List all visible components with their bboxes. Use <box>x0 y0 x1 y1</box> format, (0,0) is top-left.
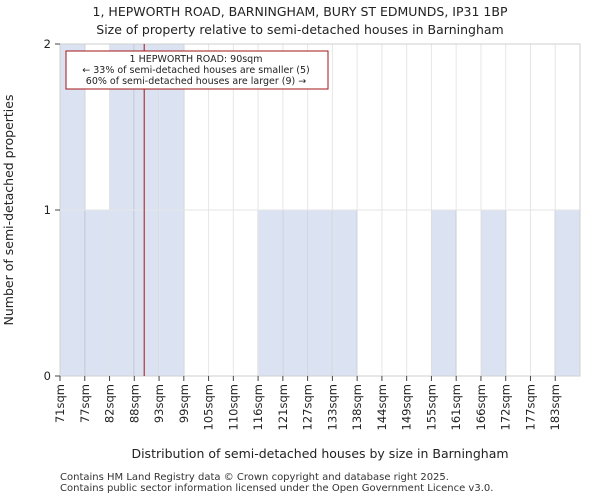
annotation-line-3: 60% of semi-detached houses are larger (… <box>86 76 306 87</box>
bar-116sqm <box>257 209 284 377</box>
x-tick-label: 183sqm <box>548 384 562 430</box>
x-tick-label: 71sqm <box>53 384 67 423</box>
x-tick-label: 99sqm <box>177 384 191 423</box>
y-tick-label: 1 <box>44 203 51 217</box>
x-tick-label: 121sqm <box>276 384 290 430</box>
x-tick-label: 82sqm <box>103 384 117 423</box>
x-tick-label: 127sqm <box>301 384 315 430</box>
x-tick-label: 133sqm <box>325 384 339 430</box>
bar-155sqm <box>431 209 457 377</box>
annotation-box: 1 HEPWORTH ROAD: 90sqm ← 33% of semi-det… <box>65 50 329 90</box>
x-tick-label: 166sqm <box>474 384 488 430</box>
x-tick-label: 116sqm <box>251 384 265 430</box>
footer-line-1: Contains HM Land Registry data © Crown c… <box>60 472 449 483</box>
x-tick-label: 155sqm <box>424 384 438 430</box>
x-tick-label: 77sqm <box>78 384 92 423</box>
annotation-line-2: ← 33% of semi-detached houses are smalle… <box>82 65 310 76</box>
chart-title-line-1: 1, HEPWORTH ROAD, BARNINGHAM, BURY ST ED… <box>92 4 508 19</box>
annotation-frame <box>65 50 329 90</box>
chart-title: 1, HEPWORTH ROAD, BARNINGHAM, BURY ST ED… <box>0 3 600 39</box>
y-axis-label: Number of semi-detached properties <box>1 95 16 326</box>
y-tick-label: 0 <box>44 369 51 383</box>
x-tick-label: 105sqm <box>202 384 216 430</box>
x-tick-label: 177sqm <box>523 384 537 430</box>
x-tick-label: 161sqm <box>449 384 463 430</box>
footer-line-2: Contains public sector information licen… <box>60 483 494 494</box>
x-tick-label: 110sqm <box>226 384 240 430</box>
bar-133sqm <box>331 209 358 377</box>
bar-127sqm <box>307 209 333 377</box>
annotation-line-1: 1 HEPWORTH ROAD: 90sqm <box>130 54 263 65</box>
x-tick-label: 88sqm <box>127 384 141 423</box>
x-tick-label: 172sqm <box>499 384 513 430</box>
x-tick-label: 93sqm <box>152 384 166 423</box>
ticks-layer: 0 1 2 71sqm 77sqm 82sqm 88sqm 93sqm 99sqm 105sqm 1… <box>44 37 563 430</box>
bar-121sqm <box>282 209 309 377</box>
x-tick-label: 144sqm <box>375 384 389 430</box>
x-tick-label: 138sqm <box>350 384 364 430</box>
x-tick-label: 149sqm <box>400 384 414 430</box>
bar-77sqm <box>84 209 110 377</box>
bar-183sqm <box>554 209 581 377</box>
y-tick-label: 2 <box>44 37 51 51</box>
x-axis-label: Distribution of semi-detached houses by … <box>131 446 508 461</box>
footer: Contains HM Land Registry data © Crown c… <box>60 472 493 494</box>
chart-title-line-2: Size of property relative to semi-detach… <box>96 22 504 37</box>
bar-166sqm <box>480 209 507 377</box>
